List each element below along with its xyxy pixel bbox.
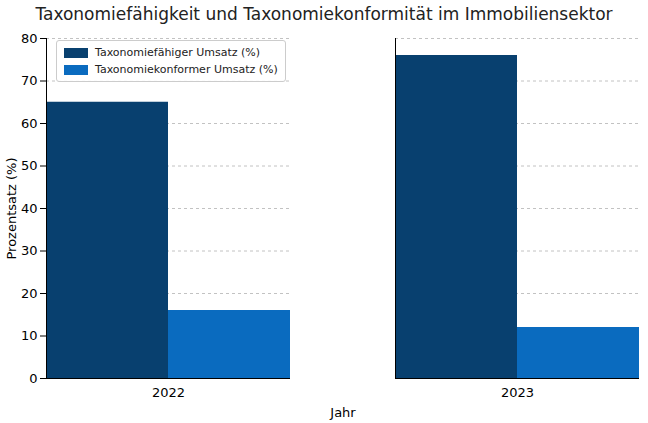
svg-text:Prozentsatz (%): Prozentsatz (%) <box>4 157 19 259</box>
svg-text:40: 40 <box>21 201 38 216</box>
svg-text:0: 0 <box>29 371 37 386</box>
html-text:Taxonomiefähigkeit und Taxonom: Taxonomiefähigkeit und Taxonomiekonformi… <box>35 4 613 24</box>
svg-text:Jahr: Jahr <box>329 405 356 420</box>
svg-text:60: 60 <box>21 116 38 131</box>
svg-text:2022: 2022 <box>152 385 185 400</box>
svg-text:50: 50 <box>21 158 38 173</box>
svg-text:20: 20 <box>21 286 38 301</box>
svg-text:2023: 2023 <box>501 385 534 400</box>
svg-text:80: 80 <box>21 31 38 46</box>
html-text:Taxonomiekonformer Umsatz (%): Taxonomiekonformer Umsatz (%) <box>95 63 278 76</box>
svg-text:10: 10 <box>21 328 38 343</box>
svg-text:70: 70 <box>21 73 38 88</box>
html-text:Taxonomiefähiger Umsatz (%): Taxonomiefähiger Umsatz (%) <box>95 46 261 59</box>
svg-text:30: 30 <box>21 243 38 258</box>
